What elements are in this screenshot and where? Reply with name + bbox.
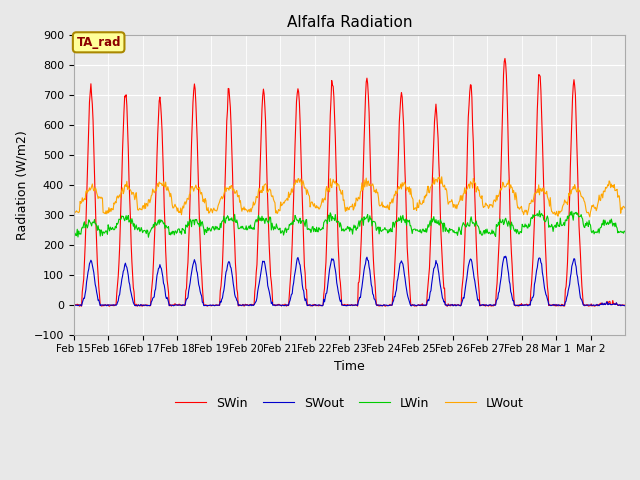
LWout [70,208,77,214]
SWin [237,302,244,308]
LWin [134,225,142,231]
SWin [438,246,445,252]
LWin [438,220,445,226]
LWin [285,227,292,232]
SWout [284,302,292,308]
LWout [586,214,594,220]
SWout [70,302,77,308]
Line: LWout: LWout [74,177,625,217]
LWin [70,229,77,235]
Line: SWout: SWout [74,256,625,306]
LWout [406,192,414,197]
SWout [502,253,509,259]
LWout [437,180,445,186]
Legend: SWin, SWout, LWin, LWout: SWin, SWout, LWin, LWout [170,392,529,415]
LWin [536,208,543,214]
Text: TA_rad: TA_rad [76,36,121,49]
SWin [135,303,143,309]
LWout [134,207,142,213]
SWin [285,303,292,309]
LWout [621,205,629,211]
SWin [76,303,83,309]
Line: LWin: LWin [74,211,625,237]
LWout [263,190,271,195]
SWin [407,302,415,308]
LWout [438,174,445,180]
SWout [406,301,414,307]
SWout [437,286,445,292]
Title: Alfalfa Radiation: Alfalfa Radiation [287,15,412,30]
LWin [237,225,244,231]
SWin [264,200,271,205]
SWin [621,303,629,309]
SWout [456,303,464,309]
SWout [263,275,271,280]
LWin [145,234,152,240]
LWin [621,228,629,234]
SWin [501,56,509,61]
X-axis label: Time: Time [334,360,365,373]
Line: SWin: SWin [74,59,625,306]
LWout [236,199,244,205]
LWout [284,197,292,203]
SWin [70,301,77,307]
LWin [407,223,415,228]
SWout [621,303,629,309]
LWin [264,219,271,225]
SWout [236,302,244,308]
Y-axis label: Radiation (W/m2): Radiation (W/m2) [15,130,28,240]
SWout [134,302,142,308]
